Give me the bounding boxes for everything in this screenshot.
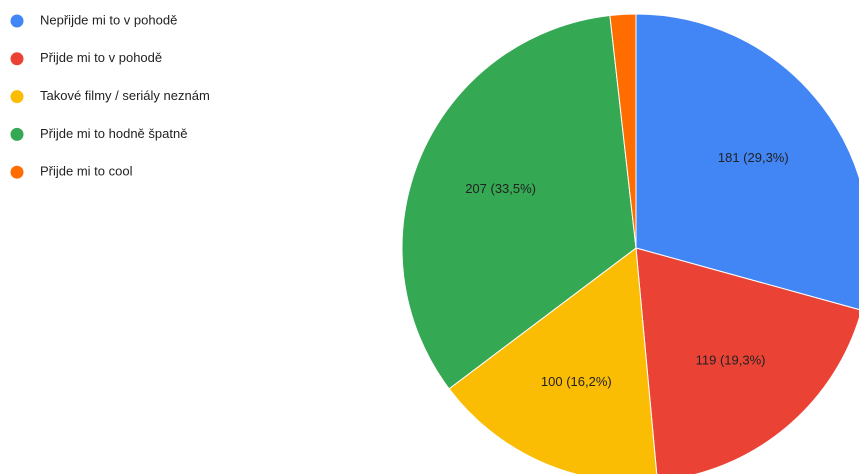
pie-slice <box>609 13 637 249</box>
legend-label: Nepřijde mi to v pohodě <box>40 12 177 27</box>
legend-swatch <box>10 52 24 66</box>
slice-label: 181 (29,3%) <box>718 150 789 165</box>
legend-label: Přijde mi to v pohodě <box>40 50 162 65</box>
pie-slice <box>448 247 658 474</box>
legend-label: Takové filmy / seriály neznám <box>40 88 210 103</box>
pie-slice <box>401 14 637 390</box>
slice-label: 100 (16,2%) <box>541 374 612 389</box>
legend-swatch <box>10 127 24 141</box>
pie-slice <box>635 13 859 311</box>
legend-swatch <box>10 165 24 179</box>
slice-label: 119 (19,3%) <box>696 353 766 368</box>
slice-label: 207 (33,5%) <box>465 181 536 196</box>
pie-slice <box>635 247 859 474</box>
legend-swatch <box>10 90 24 104</box>
legend-label: Přijde mi to cool <box>40 164 133 179</box>
legend-swatch <box>10 14 24 28</box>
legend-label: Přijde mi to hodně špatně <box>40 126 187 141</box>
